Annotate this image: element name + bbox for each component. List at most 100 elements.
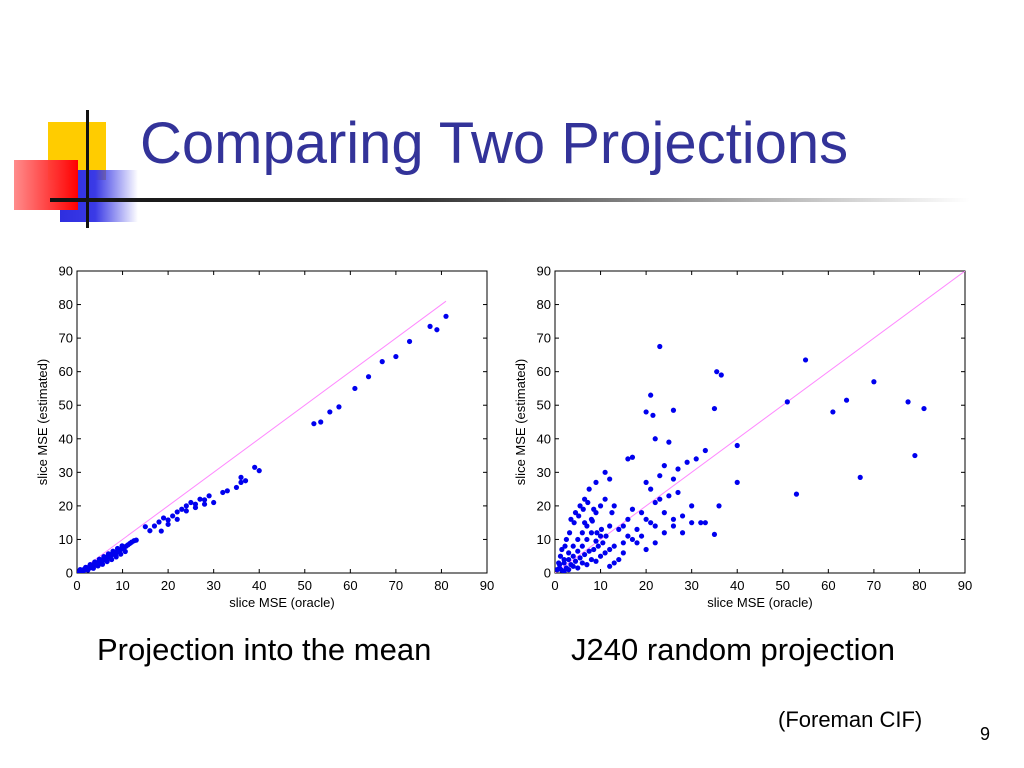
data-point xyxy=(165,517,171,523)
x-tick-label: 40 xyxy=(730,578,744,593)
data-point xyxy=(711,531,718,538)
x-tick-label: 10 xyxy=(593,578,607,593)
page-number: 9 xyxy=(980,724,991,744)
data-point xyxy=(593,479,599,485)
data-point xyxy=(572,510,579,516)
x-tick-label: 30 xyxy=(206,578,220,593)
data-point xyxy=(595,543,601,549)
y-tick-label: 90 xyxy=(537,264,551,279)
data-point xyxy=(652,436,658,442)
data-point xyxy=(629,536,636,543)
data-point xyxy=(575,536,581,543)
y-tick-label: 90 xyxy=(59,264,73,279)
data-point xyxy=(90,565,96,571)
y-tick-label: 20 xyxy=(537,498,551,513)
data-point xyxy=(105,551,112,557)
data-point xyxy=(588,530,595,536)
plot-frame xyxy=(76,270,488,574)
data-point xyxy=(379,359,385,365)
data-point xyxy=(158,528,164,534)
data-point xyxy=(206,493,212,499)
x-tick-label: 0 xyxy=(551,578,558,593)
data-point xyxy=(784,399,790,405)
data-point xyxy=(575,548,581,554)
y-axis-label: slice MSE (estimated) xyxy=(513,359,528,485)
data-point xyxy=(238,479,244,485)
data-point xyxy=(602,550,608,556)
data-point xyxy=(156,519,162,525)
caption-projection-mean: Projection into the mean xyxy=(97,632,432,667)
y-tick-label: 70 xyxy=(59,331,73,346)
data-point xyxy=(657,496,663,502)
x-tick-label: 50 xyxy=(298,578,312,593)
data-point xyxy=(616,556,622,563)
data-point xyxy=(561,568,567,573)
data-point xyxy=(562,543,568,549)
data-point xyxy=(607,476,613,482)
data-point xyxy=(77,567,83,573)
data-point xyxy=(588,556,595,563)
data-point xyxy=(586,548,592,554)
data-point xyxy=(670,523,677,529)
data-point xyxy=(570,543,576,549)
data-point xyxy=(666,493,672,499)
y-tick-label: 50 xyxy=(59,398,73,413)
data-point xyxy=(679,513,686,519)
y-tick-label: 80 xyxy=(537,297,551,312)
data-point xyxy=(586,486,592,492)
data-point xyxy=(609,510,615,516)
data-point xyxy=(611,543,617,549)
data-point xyxy=(577,555,583,561)
source-note: (Foreman CIF) xyxy=(778,707,923,732)
data-point xyxy=(114,545,121,552)
data-point xyxy=(638,533,645,539)
data-point xyxy=(584,536,590,543)
data-layer xyxy=(77,300,449,573)
x-tick-label: 20 xyxy=(639,578,653,593)
data-point xyxy=(570,563,576,569)
data-point xyxy=(693,456,699,462)
data-point xyxy=(238,474,244,480)
data-point xyxy=(104,558,110,565)
data-point xyxy=(593,558,599,564)
data-point xyxy=(256,468,262,474)
data-point xyxy=(652,499,658,506)
data-point xyxy=(643,516,649,522)
data-point xyxy=(607,546,613,553)
data-point xyxy=(830,409,836,415)
data-point xyxy=(734,479,740,485)
y-tick-label: 30 xyxy=(537,465,551,480)
data-point xyxy=(179,506,185,512)
data-point xyxy=(670,516,677,522)
data-point xyxy=(576,513,582,519)
data-point xyxy=(566,567,572,573)
y-tick-label: 40 xyxy=(537,431,551,446)
x-tick-label: 70 xyxy=(867,578,881,593)
data-point xyxy=(648,392,654,398)
data-point xyxy=(670,407,677,413)
data-point xyxy=(716,503,722,509)
data-point xyxy=(698,520,704,526)
data-point xyxy=(327,409,333,415)
data-point xyxy=(602,469,608,475)
data-point xyxy=(211,499,217,506)
data-point xyxy=(857,474,863,480)
data-point xyxy=(734,442,740,449)
data-point xyxy=(593,538,599,544)
data-point xyxy=(118,551,124,557)
caption-j240-random: J240 random projection xyxy=(571,632,895,667)
data-point xyxy=(629,506,636,512)
x-axis-label: slice MSE (oracle) xyxy=(229,595,334,610)
data-point xyxy=(556,560,562,566)
data-point xyxy=(566,530,573,536)
data-point xyxy=(600,540,606,546)
data-point xyxy=(365,374,372,380)
data-point xyxy=(233,484,240,491)
data-point xyxy=(905,399,911,405)
data-point xyxy=(650,412,656,418)
data-point xyxy=(607,563,613,569)
y-tick-label: 0 xyxy=(66,566,73,581)
data-point xyxy=(625,456,631,462)
x-tick-label: 10 xyxy=(115,578,129,593)
x-tick-label: 30 xyxy=(684,578,698,593)
